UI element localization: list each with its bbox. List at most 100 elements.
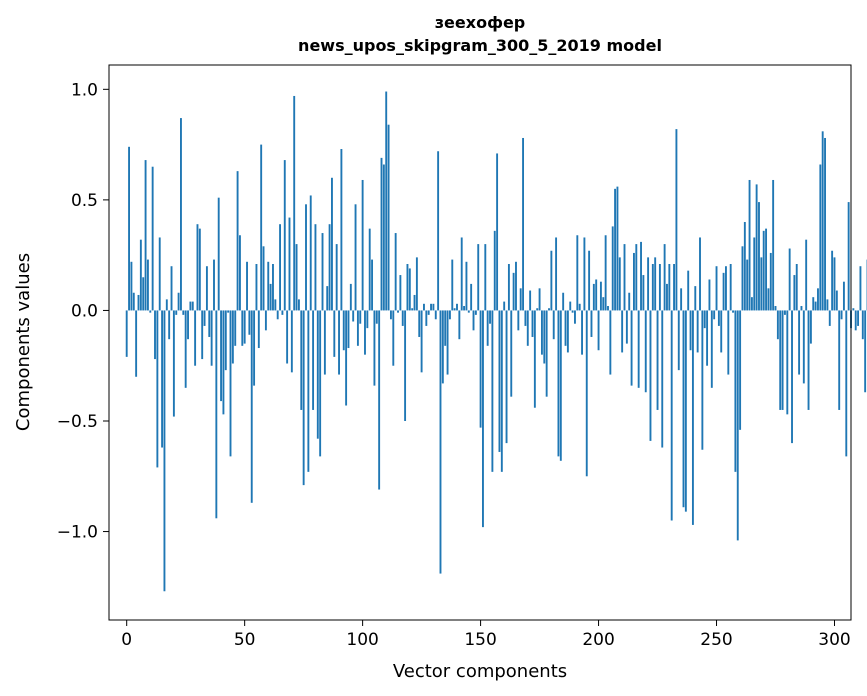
bar (163, 310, 166, 592)
bar (418, 310, 421, 337)
bar (857, 310, 860, 326)
x-tick-label: 100 (346, 630, 378, 650)
bar (861, 310, 864, 340)
bar (717, 310, 720, 326)
bar (800, 306, 803, 311)
y-tick-label: −1.0 (57, 523, 98, 543)
bar (795, 264, 798, 311)
bar (599, 281, 602, 311)
bar (425, 310, 428, 326)
bar (519, 288, 522, 311)
bar (149, 310, 152, 313)
bar (859, 266, 862, 311)
bar (649, 310, 652, 441)
bar (727, 310, 730, 375)
bar (224, 310, 227, 371)
bar (191, 301, 194, 311)
bar (614, 188, 617, 311)
bar (633, 252, 635, 311)
bar (128, 146, 130, 311)
bar (729, 264, 732, 311)
plot-frame (108, 64, 852, 621)
bar (781, 310, 784, 410)
bar (220, 310, 223, 402)
bar (710, 310, 713, 388)
bar (323, 310, 326, 375)
bar (250, 310, 253, 503)
bar (463, 306, 466, 311)
bar (177, 292, 180, 311)
bar (217, 197, 220, 311)
bar (623, 244, 626, 311)
bar (333, 310, 336, 357)
bar (161, 310, 164, 448)
bar (510, 310, 513, 397)
bar (241, 310, 244, 346)
bar (387, 124, 390, 311)
y-axis-ticks: −1.0 −0.5 0.0 0.5 1.0 (57, 80, 109, 543)
chart-subtitle: news_upos_skipgram_300_5_2019 model (298, 36, 662, 55)
bar (411, 308, 414, 311)
bar (437, 151, 440, 311)
bar (392, 310, 395, 366)
bar (408, 268, 411, 311)
bar (545, 310, 548, 397)
bar (316, 310, 319, 439)
bar (670, 310, 673, 521)
bar (352, 310, 355, 322)
bar (340, 149, 343, 311)
bar (550, 250, 553, 311)
bar (389, 310, 392, 320)
bar (189, 301, 192, 311)
y-tick-label: 0.0 (71, 301, 98, 321)
bar (802, 310, 805, 384)
bar (477, 244, 480, 311)
bar (236, 171, 239, 311)
bar (484, 244, 487, 311)
bar (791, 310, 793, 444)
bar (566, 310, 569, 353)
bar (302, 310, 305, 486)
bar (448, 310, 451, 320)
bar (576, 235, 579, 311)
bar (699, 237, 701, 311)
bar (821, 131, 824, 311)
bar (824, 137, 826, 311)
bar (548, 308, 550, 311)
bar (132, 292, 135, 311)
bar (661, 310, 664, 448)
bar (335, 244, 338, 311)
bar (689, 310, 692, 351)
bar (621, 310, 624, 353)
bar (420, 310, 423, 373)
bar (578, 303, 581, 311)
bar (347, 310, 350, 349)
bar (635, 244, 638, 311)
bar (734, 310, 737, 472)
bar (609, 310, 612, 375)
bar (611, 226, 614, 311)
bar (415, 257, 418, 311)
bar (198, 228, 201, 311)
y-tick-label: 1.0 (71, 80, 98, 100)
chart-title: зеехофер (435, 13, 526, 32)
bar (637, 310, 640, 388)
x-tick-label: 250 (700, 630, 732, 650)
bar (526, 310, 529, 346)
bar (293, 95, 296, 311)
bar (205, 266, 208, 311)
bar (602, 297, 605, 311)
bar (354, 204, 357, 311)
bar (552, 310, 555, 340)
bar (625, 310, 628, 344)
x-tick-label: 300 (818, 630, 850, 650)
bar (755, 184, 758, 311)
x-tick-label: 0 (121, 630, 132, 650)
bar (305, 204, 307, 311)
bar (430, 303, 432, 311)
bar (432, 303, 435, 311)
bar (503, 301, 506, 311)
bar (314, 224, 317, 311)
bar (684, 310, 687, 512)
bar (687, 270, 690, 311)
